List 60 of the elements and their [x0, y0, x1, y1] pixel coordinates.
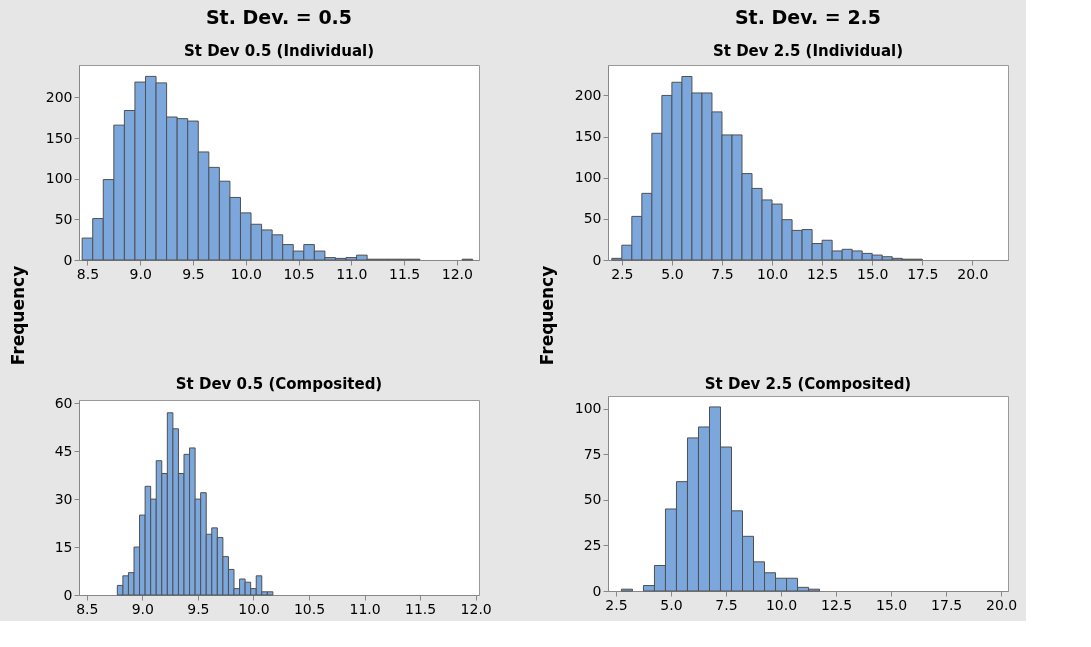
chart-subtitle: St Dev 2.5 (Individual) [712, 42, 904, 60]
y-tick-label: 75 [583, 445, 602, 462]
x-tick-label: 15.0 [876, 596, 908, 613]
y-tick-label: 150 [45, 129, 73, 146]
x-tick-label: 10.0 [765, 596, 798, 613]
x-tick-label: 11.5 [388, 265, 421, 282]
x-tick-label: 10.5 [293, 600, 326, 617]
x-tick-label: 8.5 [76, 600, 99, 617]
x-tick-label: 5.0 [661, 265, 684, 282]
y-tick-label: 0 [592, 251, 602, 268]
chart-subtitle: St Dev 0.5 (Individual) [183, 42, 375, 60]
y-tick-label: 0 [63, 251, 73, 268]
x-tick-label: 20.0 [986, 596, 1018, 613]
x-tick-label: 2.5 [611, 265, 634, 282]
y-tick-label: 45 [54, 442, 73, 459]
x-tick-label: 10.0 [756, 265, 789, 282]
y-tick-label: 25 [583, 536, 602, 553]
x-tick-label: 11.5 [405, 600, 437, 617]
x-tick-label: 9.0 [129, 265, 152, 282]
x-tick-label: 12.0 [460, 600, 492, 617]
y-tick-label: 100 [574, 400, 602, 417]
x-tick-label: 12.5 [807, 265, 839, 282]
x-tick-label: 17.5 [907, 265, 939, 282]
x-tick-label: 9.0 [131, 600, 154, 617]
x-tick-label: 10.0 [230, 265, 262, 282]
y-tick-label: 50 [54, 210, 73, 227]
x-tick-label: 7.5 [715, 596, 738, 613]
x-tick-label: 15.0 [857, 265, 889, 282]
y-tick-label: 200 [45, 89, 73, 105]
x-tick-label: 20.0 [957, 265, 989, 282]
x-tick-label: 12.5 [820, 596, 853, 613]
x-tick-label: 17.5 [931, 596, 963, 613]
x-tick-label: 5.0 [660, 596, 683, 613]
y-tick-label: 100 [574, 169, 602, 186]
x-tick-label: 2.5 [605, 596, 628, 613]
x-tick-label: 12.0 [441, 265, 473, 282]
y-tick-label: 100 [45, 170, 73, 187]
x-tick-label: 11.0 [349, 600, 381, 617]
x-tick-label: 10.0 [238, 600, 270, 617]
y-tick-label: 50 [583, 491, 602, 508]
x-tick-label: 7.5 [711, 265, 734, 282]
y-tick-label: 200 [574, 86, 602, 103]
y-tick-label: 150 [574, 128, 602, 145]
chart-title: St Dev 2.5 (Composited) [704, 375, 912, 393]
y-axis-title: Frequency [536, 265, 557, 366]
y-tick-label: 0 [63, 586, 73, 603]
x-tick-label: 8.5 [76, 265, 100, 282]
y-tick-label: 60 [54, 394, 73, 411]
y-tick-label: 0 [592, 582, 602, 599]
y-axis-title: Frequency [7, 265, 28, 366]
y-tick-label: 30 [54, 490, 73, 507]
x-tick-label: 10.5 [283, 265, 315, 282]
x-tick-label: 11.0 [336, 265, 368, 282]
chart-title: St. Dev. = 2.5 [734, 6, 882, 28]
y-tick-label: 50 [583, 210, 602, 227]
y-tick-label: 15 [54, 538, 73, 555]
x-tick-label: 9.5 [182, 265, 205, 282]
chart-title: St. Dev. = 0.5 [205, 6, 353, 28]
x-tick-label: 9.5 [187, 600, 210, 617]
chart-title: St Dev 0.5 (Composited) [175, 375, 383, 394]
